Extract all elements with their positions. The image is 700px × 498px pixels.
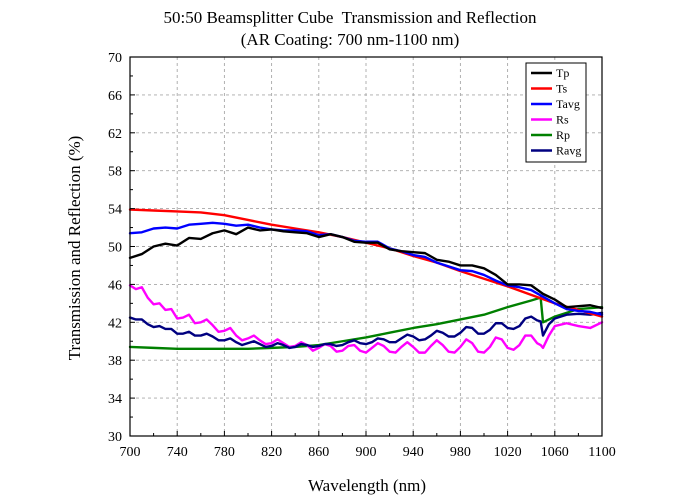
y-tick-label: 70	[108, 51, 122, 66]
chart-title: 50:50 Beamsplitter Cube Transmission and…	[163, 8, 537, 27]
y-tick-label: 34	[108, 392, 122, 407]
x-tick-label: 940	[403, 445, 424, 460]
x-tick-label: 740	[167, 445, 188, 460]
y-tick-label: 62	[108, 127, 122, 142]
y-tick-label: 66	[108, 89, 122, 104]
x-tick-labels: 700 740 780 820 860 900 940 980 1020 1060 1100	[120, 445, 616, 460]
y-tick-label: 30	[108, 430, 122, 445]
x-tick-label: 820	[261, 445, 282, 460]
x-tick-label: 700	[120, 445, 141, 460]
series-line-tp	[128, 226, 604, 310]
y-tick-labels: 30 34 38 42 46 50 54 58 62 66 70	[108, 51, 122, 445]
axis-ticks	[129, 56, 603, 437]
legend-label: Rp	[556, 128, 570, 142]
x-tick-label: 1020	[494, 445, 522, 460]
grid-lines	[130, 57, 602, 436]
y-tick-label: 38	[108, 354, 122, 369]
y-axis-label: Transmission and Reflection (%)	[65, 136, 84, 361]
legend-label: Rs	[556, 113, 569, 127]
series-line-rs	[128, 284, 604, 354]
y-tick-label: 54	[108, 203, 122, 218]
legend-label: Tavg	[556, 97, 580, 111]
x-tick-label: 900	[356, 445, 377, 460]
x-tick-label: 1100	[588, 445, 615, 460]
legend-box	[525, 62, 587, 163]
legend-label: Ravg	[556, 144, 581, 158]
legend-label: Ts	[556, 82, 567, 96]
series-line-rp	[128, 296, 604, 351]
x-tick-label: 860	[308, 445, 329, 460]
x-tick-label: 780	[214, 445, 235, 460]
x-tick-label: 1060	[541, 445, 569, 460]
chart-subtitle: (AR Coating: 700 nm-1100 nm)	[240, 30, 460, 49]
y-tick-label: 58	[108, 165, 122, 180]
x-axis-label: Wavelength (nm)	[308, 476, 426, 495]
y-tick-label: 46	[108, 278, 122, 293]
y-tick-label: 50	[108, 241, 122, 256]
x-tick-label: 980	[450, 445, 471, 460]
plot-series	[128, 208, 604, 354]
series-line-ravg	[128, 311, 604, 350]
y-tick-label: 42	[108, 316, 122, 331]
legend-label: Tp	[556, 66, 569, 80]
